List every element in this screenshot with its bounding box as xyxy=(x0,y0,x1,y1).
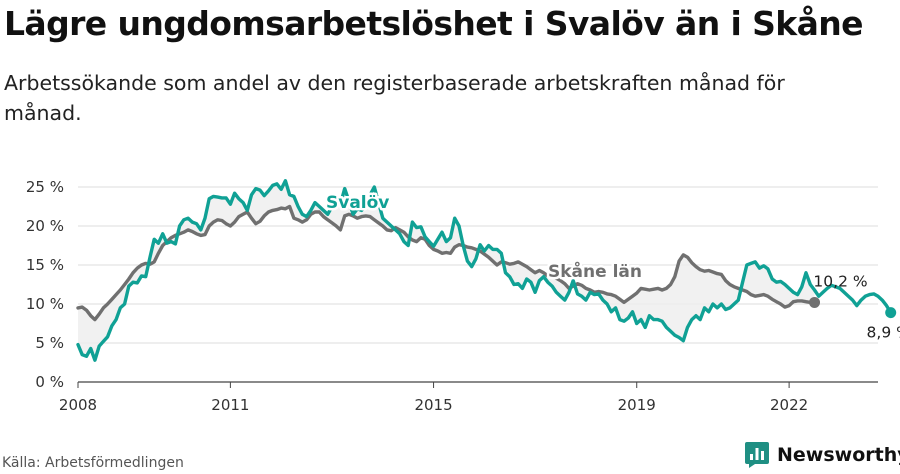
series-label-skane-halo: Skåne län xyxy=(548,260,642,282)
brand: Newsworthy xyxy=(745,442,900,468)
series-layer xyxy=(76,179,897,362)
newsworthy-logo-icon xyxy=(745,442,769,468)
y-tick-label: 20 % xyxy=(26,217,64,235)
x-tick-label: 2011 xyxy=(211,396,249,414)
y-tick-label: 15 % xyxy=(26,256,64,274)
series-line-svalov xyxy=(76,179,893,362)
series-line-skane xyxy=(76,204,817,322)
end-label-skane: 10,2 % xyxy=(813,272,867,290)
y-tick-label: 5 % xyxy=(35,334,64,352)
chart-title: Lägre ungdomsarbetslöshet i Svalöv än i … xyxy=(4,4,864,43)
series-label-svalov: Svalöv xyxy=(326,193,389,213)
x-tick-label: 2008 xyxy=(59,396,97,414)
x-tick-label: 2022 xyxy=(770,396,808,414)
series-label-svalov-halo: Svalöv xyxy=(326,193,389,213)
x-tick-label: 2015 xyxy=(414,396,452,414)
y-tick-label: 0 % xyxy=(35,373,64,391)
end-label-svalov: 8,9 % xyxy=(867,324,900,342)
x-tick-label: 2019 xyxy=(618,396,656,414)
chart-subtitle: Arbetssökande som andel av den registerb… xyxy=(4,71,785,125)
axes: 0 % 5 % 10 % 15 % 20 % 25 % 2008 2011 2015 2019 20… xyxy=(26,178,808,414)
series-label-skane: Skåne län xyxy=(548,260,642,282)
source-note: Källa: Arbetsförmedlingen xyxy=(2,455,184,471)
series-line-svalov-end-dot xyxy=(885,307,897,319)
y-tick-label: 10 % xyxy=(26,295,64,313)
y-tick-label: 25 % xyxy=(26,178,64,196)
series-line-skane-end-dot xyxy=(809,296,821,308)
brand-name: Newsworthy xyxy=(777,444,900,466)
